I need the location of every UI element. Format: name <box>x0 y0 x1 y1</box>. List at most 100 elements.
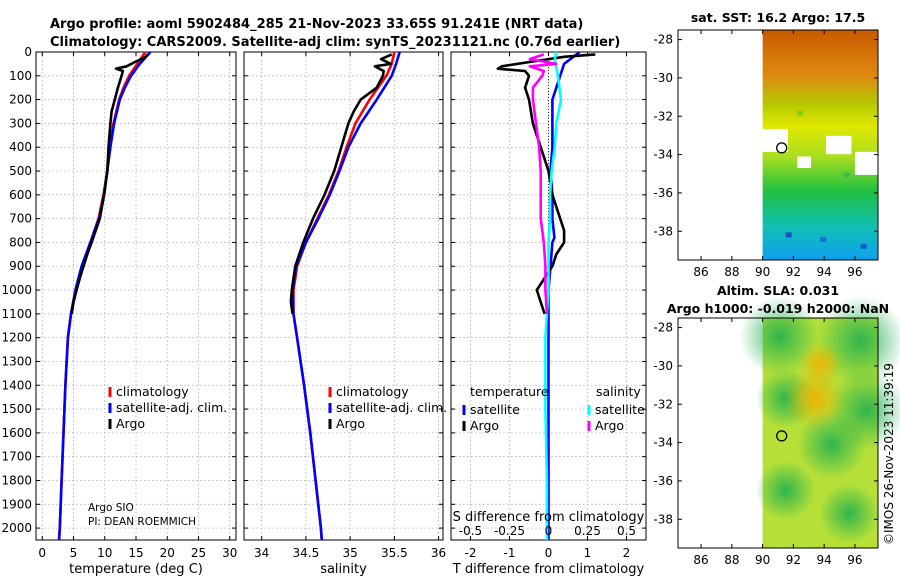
sla-anomaly-blob <box>819 483 880 544</box>
imos-watermark: ©IMOS 26-Nov-2023 11:39:19 <box>882 363 896 545</box>
sla_map-panel: 86 88 90 92 94 96 -28 -30 -32 -34 -36 -38 Altim. SLA… <box>653 283 900 567</box>
stick-label: -0.25 <box>494 524 525 538</box>
differences-xtick-label: 0 <box>545 546 553 560</box>
sla_map-ytick-label: -34 <box>653 436 673 450</box>
legend-s-label: Argo <box>595 418 624 433</box>
differences-xtick-label: -2 <box>465 546 477 560</box>
temperature-xtick-label: 30 <box>222 546 237 560</box>
figure-title-line1: Argo profile: aoml 5902484_285 21-Nov-20… <box>50 17 583 32</box>
temperature-series-argo <box>70 53 149 315</box>
depth-tick-label: 100 <box>9 69 32 83</box>
stick-label: 0.25 <box>574 524 601 538</box>
salinity-xtick-label: 34.5 <box>293 546 320 560</box>
temperature-xtick-label: 10 <box>97 546 112 560</box>
temperature-legend-label: satellite-adj. clim. <box>116 400 227 415</box>
sst_map-ytick-label: -36 <box>653 186 673 200</box>
depth-tick-label: 1800 <box>1 473 32 487</box>
differences-xtick-label: -1 <box>504 546 516 560</box>
salinity-panel: 34 34.5 35 35.5 36 salinity climatologysatelli… <box>243 51 447 577</box>
salinity-xtick-label: 35.5 <box>381 546 408 560</box>
temperature-ticks <box>36 51 236 540</box>
salinity-legend-label: Argo <box>336 416 365 431</box>
sst-map-title: sat. SST: 16.2 Argo: 17.5 <box>691 10 865 25</box>
sla-anomaly-blob <box>755 460 816 521</box>
sla_map-ytick-label: -38 <box>653 512 673 526</box>
depth-tick-label: 1300 <box>1 354 32 368</box>
sst-speck <box>860 243 867 249</box>
sla_map-ticks <box>678 318 878 548</box>
sst_map-ytick-label: -28 <box>653 33 673 47</box>
stick-label: -0.5 <box>459 524 482 538</box>
sst_map-ticks <box>678 30 878 260</box>
credit-line1: Argo SIO <box>88 502 134 514</box>
salinity-series-argo <box>289 53 393 315</box>
salinity-series-climatology <box>292 51 396 541</box>
sla_map-frame <box>677 317 879 549</box>
depth-tick-label: 0 <box>24 45 32 59</box>
depth-tick-label: 400 <box>9 140 32 154</box>
salinity-series-satellite-adj-clim- <box>291 51 401 541</box>
sst_map-panel: 86 88 90 92 94 96 -28 -30 -32 -34 -36 -38 sat. SST: … <box>653 10 879 279</box>
top-xlabel: S difference from climatology <box>453 510 645 525</box>
depth-tick-label: 2000 <box>1 521 32 535</box>
sst_map-profile-marker <box>776 142 788 154</box>
sla_map-ytick-label: -36 <box>653 474 673 488</box>
sst_map-xtick-label: 94 <box>817 265 832 279</box>
sst-nodata-patch <box>826 135 852 155</box>
depth-tick-label: 1000 <box>1 283 32 297</box>
sla_map-xtick-label: 90 <box>755 553 770 567</box>
sst-speck <box>820 237 827 242</box>
map-panels: 86 88 90 92 94 96 -28 -30 -32 -34 -36 -38 sat. SST: … <box>653 10 900 567</box>
sst_map-ytick-label: -38 <box>653 224 673 238</box>
sla-anomaly-blob <box>798 342 843 386</box>
temperature-xtick-label: 5 <box>70 546 78 560</box>
sst_map-xtick-label: 86 <box>693 265 708 279</box>
temperature-xtick-label: 15 <box>128 546 143 560</box>
depth-tick-label: 1200 <box>1 331 32 345</box>
temperature-legend-label: Argo <box>116 416 145 431</box>
depth-tick-label: 200 <box>9 93 32 107</box>
salinity-ticks <box>244 51 443 540</box>
temperature-xlabel: temperature (deg C) <box>69 562 203 577</box>
differences-series-s-argo <box>528 53 558 314</box>
sla_map-xtick-label: 94 <box>817 553 832 567</box>
sla-map-title: Altim. SLA: 0.031 <box>717 283 839 298</box>
salinity-xlabel: salinity <box>320 562 367 577</box>
depth-tick-label: 300 <box>9 116 32 130</box>
depth-tick-label: 600 <box>9 188 32 202</box>
legend-t-label: Argo <box>470 418 499 433</box>
salinity-grid <box>244 51 443 540</box>
profile-panels: 0100200300400500600700800900100011001200… <box>1 45 647 577</box>
sla_map-profile-marker <box>776 430 788 442</box>
sla_map-ytick-label: -30 <box>653 359 673 373</box>
temperature-series-climatology <box>57 51 147 541</box>
sla_map-xtick-label: 86 <box>693 553 708 567</box>
sst_map-xtick-label: 90 <box>755 265 770 279</box>
sst_map-ytick-label: -34 <box>653 148 673 162</box>
salinity-xtick-label: 34 <box>254 546 269 560</box>
temperature-xtick-label: 25 <box>191 546 206 560</box>
depth-tick-label: 500 <box>9 164 32 178</box>
temperature-grid <box>36 51 236 540</box>
credit-line2: PI: DEAN ROEMMICH <box>88 516 196 528</box>
sla_map-xtick-label: 88 <box>724 553 739 567</box>
salinity-legend-label: climatology <box>336 384 409 399</box>
differences-series-s-satellite <box>544 51 563 540</box>
legend-s-label: satellite <box>595 402 645 417</box>
sla_map-xtick-label: 96 <box>847 553 862 567</box>
temperature-panel: 0100200300400500600700800900100011001200… <box>1 45 237 577</box>
sla_map-ytick-label: -28 <box>653 321 673 335</box>
temperature-xtick-label: 0 <box>38 546 46 560</box>
sst-speck <box>785 232 792 238</box>
salinity-xtick-label: 36 <box>431 546 446 560</box>
sst-nodata-patch <box>762 128 788 152</box>
differences-panel: -2 -1 0 1 2 T difference from climatology temp… <box>450 50 647 577</box>
differences-xtick-label: 2 <box>623 546 631 560</box>
salinity-frame <box>243 51 444 541</box>
legend-t-title: temperature <box>470 384 549 399</box>
sst_map-frame <box>677 29 879 261</box>
depth-tick-label: 900 <box>9 259 32 273</box>
stick-label: 0 <box>545 524 553 538</box>
legend-t-label: satellite <box>470 402 520 417</box>
